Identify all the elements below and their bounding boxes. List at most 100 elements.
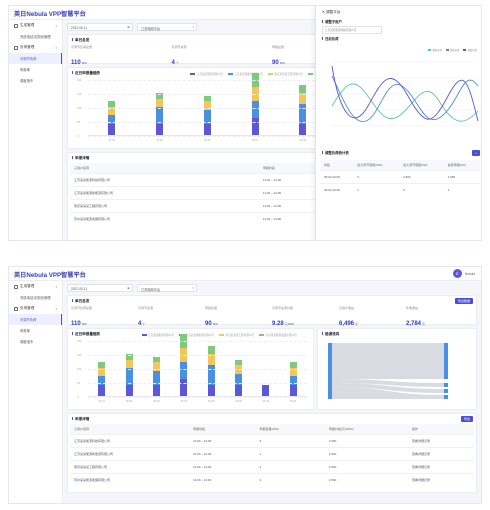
bar-stack[interactable]: [108, 101, 116, 135]
x-tick-label: 05-07: [251, 139, 259, 142]
table-export-button[interactable]: 导出: [460, 416, 473, 423]
bar-stack[interactable]: [203, 95, 211, 135]
bar-stack[interactable]: [299, 84, 307, 135]
x-tick-label: 05-11: [290, 400, 297, 403]
bar-stack[interactable]: [289, 362, 297, 396]
grid-line: [88, 355, 307, 356]
bar-stack[interactable]: [156, 93, 164, 135]
sidebar: 生成管理 ▾ 充放电站/定制化管理 负荷管理 ▾ 可调节负荷 申报单 调度指令: [9, 281, 63, 503]
sidebar-group-load[interactable]: 负荷管理 ▾: [9, 303, 62, 314]
legend-item[interactable]: 江苏某某能源有限公司: [141, 333, 174, 337]
sankey-target-node: [444, 343, 448, 379]
table-header: 申报时段: [258, 163, 365, 174]
bar-stack[interactable]: [98, 362, 106, 396]
x-tick-label: 05-08: [299, 139, 307, 142]
panel-query-button[interactable]: ⌕: [472, 150, 480, 157]
x-tick-label: 05-05: [125, 400, 133, 403]
grid-icon: [14, 284, 18, 289]
bar-segment: [203, 109, 211, 124]
sidebar-item-station[interactable]: 充放电站/定制化管理: [20, 296, 51, 300]
bar-stack[interactable]: [262, 384, 270, 396]
sidebar-item-adjustable-load[interactable]: 可调节负荷: [9, 314, 62, 325]
bar-segment: [299, 84, 307, 94]
bar-stack[interactable]: [207, 345, 215, 396]
y-tick-label: 200: [77, 339, 82, 343]
detail-link[interactable]: 查看详细记录: [408, 473, 474, 486]
sidebar-item-declaration[interactable]: 申报单: [20, 329, 30, 333]
bar-stack[interactable]: [251, 73, 259, 135]
bar-stack[interactable]: [152, 356, 160, 396]
bar-segment: [125, 384, 133, 396]
y-tick-label: 0: [77, 134, 79, 138]
x-tick-label: 05-05: [156, 139, 163, 142]
detail-link[interactable]: 查看详细记录: [408, 460, 474, 474]
sidebar-item-dispatch[interactable]: 调度指令: [20, 340, 34, 344]
detail-link[interactable]: 查看详细记录: [408, 447, 474, 461]
date-picker[interactable]: 2022-05-11 ▣: [67, 284, 133, 292]
sidebar: 生成管理 ▾ 充放电站/定制化管理 负荷管理 ▾ 可调节负荷 申报单 调度指令: [9, 20, 63, 240]
bar-segment: [299, 93, 307, 105]
y-tick-label: 50: [77, 120, 80, 124]
calendar-icon: ▣: [127, 25, 130, 30]
area-select[interactable]: 江苏电网平台 ▾: [137, 284, 197, 292]
bar-segment: [180, 362, 188, 380]
legend-item[interactable]: 南京某某某工程有限公司: [218, 333, 254, 337]
bar-stack[interactable]: [235, 359, 243, 396]
legend-item[interactable]: 江苏某某能源有限公司: [190, 72, 223, 76]
bar-segment: [207, 384, 215, 396]
legend-swatch: [463, 49, 467, 51]
table-row: 09:00-10:00 4 2,820 1,680: [320, 170, 480, 184]
bar-segment: [156, 107, 164, 124]
table-header: 申报容量(MW): [255, 424, 325, 435]
date-picker[interactable]: 2022-05-11 ▣: [67, 23, 133, 31]
chart-title: 近日申报量趋势: [72, 71, 100, 76]
table-title: 申报详情: [72, 156, 89, 161]
load-line-chart: [331, 61, 479, 127]
kpi-item: 可调节负荷总量 110MW: [71, 45, 93, 66]
sidebar-group-generation[interactable]: 生成管理 ▾: [9, 20, 62, 31]
energy-flow-card: 能源流向: [317, 328, 477, 410]
legend-swatch: [190, 72, 196, 75]
legend-item[interactable]: 江苏某某新能源有限公司: [227, 72, 263, 76]
table-row: 江苏某某能源科技有限公司 11:00 ~ 12:00 3 2,500 查看详细记录: [70, 434, 474, 448]
user-select[interactable]: 江苏某某能源科技有限公司: [322, 26, 382, 35]
close-icon[interactable]: ✕: [322, 10, 327, 14]
bar-segment: [125, 359, 133, 369]
area-select[interactable]: 江苏电网平台 ▾: [137, 23, 197, 31]
grid-line: [88, 369, 307, 370]
user-menu[interactable]: E Nebula: [452, 269, 475, 278]
bar-segment: [251, 101, 259, 119]
bar-segment: [98, 384, 106, 396]
export-button[interactable]: 导出数据: [454, 298, 473, 305]
adjust-panel: ✕ 调整平台 调整子用户 江苏某某能源科技有限公司 日前负荷 基准负荷 实际负荷…: [315, 6, 481, 240]
bar-segment: [125, 368, 133, 385]
bar-segment: [98, 362, 106, 369]
x-tick-label: 05-08: [207, 400, 215, 403]
screenshot-top: 英日Nebula VPP智慧平台 生成管理 ▾ 充放电站/定制化管理 负荷管理 …: [8, 5, 482, 241]
sidebar-item-dispatch[interactable]: 调度指令: [20, 79, 34, 83]
sankey-target-node: [444, 389, 448, 393]
detail-link[interactable]: 查看详细记录: [408, 434, 474, 448]
sidebar-group-load[interactable]: 负荷管理 ▾: [9, 42, 62, 53]
grid-line: [88, 341, 307, 342]
bar-stack[interactable]: [125, 354, 133, 396]
table-header: 子用户名称: [70, 163, 259, 174]
declaration-table: 子用户名称 申报时段 申报容量(MW) 申报价格(元/MWh) 操作 江苏某某能…: [70, 424, 474, 486]
bar-segment: [203, 95, 211, 102]
y-tick-label: 200: [77, 78, 82, 82]
sidebar-item-adjustable-load[interactable]: 可调节负荷: [9, 53, 62, 64]
sidebar-item-station[interactable]: 充放电站/定制化管理: [20, 35, 51, 39]
sidebar-group-generation[interactable]: 生成管理 ▾: [9, 281, 62, 292]
table-row: 南京某某某工程有限公司 11:00 ~ 12:00 1 2,500 查看详细记录: [70, 460, 474, 474]
legend-item[interactable]: 苏州某某能源发展有限公司: [259, 333, 297, 337]
legend-swatch: [445, 49, 449, 51]
sankey-link: [332, 383, 444, 393]
legend-item[interactable]: 南京某某某工程有限公司: [267, 72, 303, 76]
table-header: 子用户名称: [70, 424, 190, 435]
bar-stack[interactable]: [180, 334, 188, 396]
bar-segment: [289, 362, 297, 369]
table-row: 09:00-10:00 1 3 1: [320, 183, 480, 196]
sidebar-item-declaration[interactable]: 申报单: [20, 68, 30, 72]
